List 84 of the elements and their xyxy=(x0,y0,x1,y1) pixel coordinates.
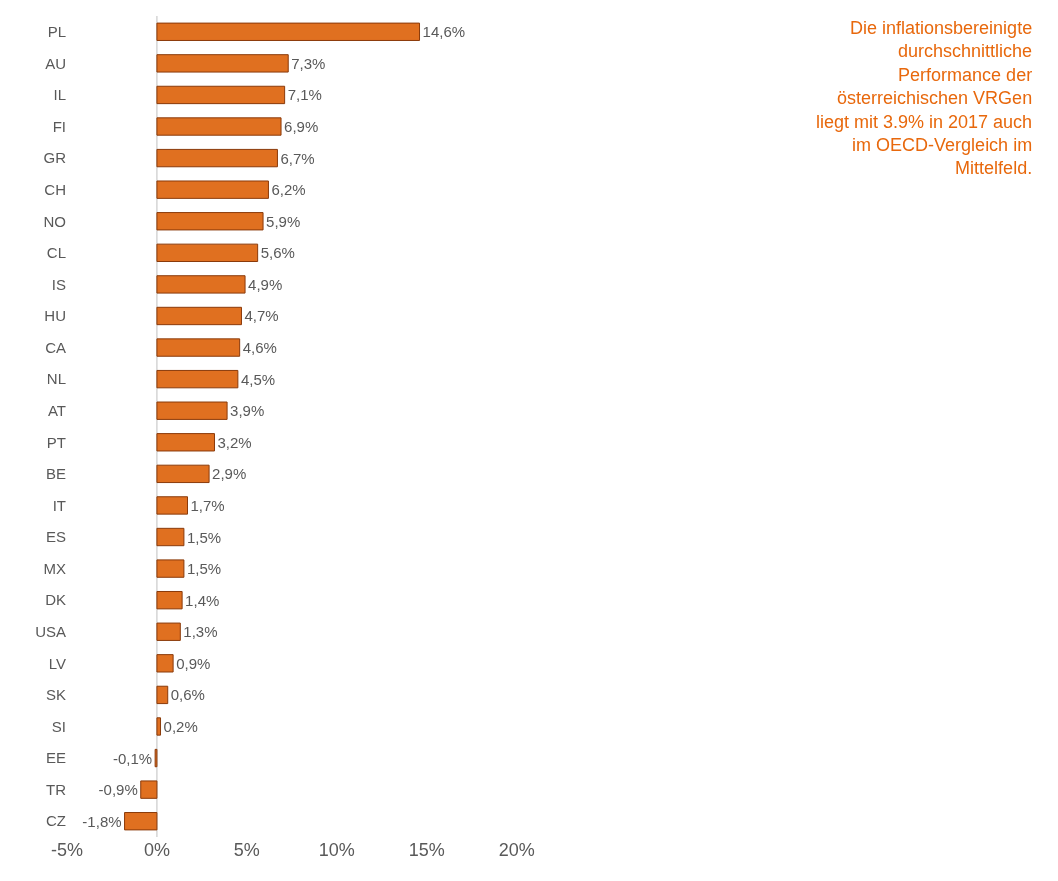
x-tick-label: 0% xyxy=(143,840,170,860)
y-tick-label: SK xyxy=(45,686,66,704)
bar xyxy=(156,433,215,452)
bar xyxy=(156,338,241,357)
bar xyxy=(124,812,158,831)
y-tick-label: CH xyxy=(44,180,66,198)
bar xyxy=(156,54,289,73)
data-label: 7,1% xyxy=(287,86,322,104)
data-label: 5,6% xyxy=(260,244,295,262)
data-label: 4,5% xyxy=(240,370,276,388)
data-label: -0,9% xyxy=(98,781,138,799)
bar xyxy=(156,180,269,199)
bar xyxy=(156,275,246,294)
bar xyxy=(156,590,183,610)
data-label: -1,8% xyxy=(82,812,122,830)
bar xyxy=(156,369,239,389)
y-tick-label: ES xyxy=(45,528,66,546)
bar xyxy=(156,148,278,168)
bar xyxy=(156,85,286,105)
data-label: 0,2% xyxy=(163,717,198,735)
y-tick-label: NL xyxy=(46,370,66,388)
y-tick-label: LV xyxy=(48,654,66,672)
data-label: 5,9% xyxy=(266,212,301,230)
data-label: -0,1% xyxy=(112,749,153,767)
y-tick-label: TR xyxy=(46,780,67,798)
y-tick-label: NO xyxy=(43,212,66,230)
bar xyxy=(156,685,169,705)
y-tick-label: CA xyxy=(45,338,66,356)
data-label: 6,9% xyxy=(284,118,319,136)
data-label: 1,3% xyxy=(183,623,218,641)
data-label: 7,3% xyxy=(291,54,326,72)
y-tick-label: SI xyxy=(51,717,66,735)
y-tick-label: GR xyxy=(43,149,67,167)
bar xyxy=(156,117,282,136)
x-tick-label: 15% xyxy=(408,840,445,860)
data-label: 1,4% xyxy=(185,591,220,609)
bar xyxy=(156,559,185,578)
bar xyxy=(156,306,242,326)
text: Die inflationsbereinigte durchschnittliche Performance der österreichischen VRGen liegt mit 3.9% in 2017 auch im OECD-Vergleich im Mittelfeld. xyxy=(816,18,1033,179)
data-label: 3,9% xyxy=(230,402,265,420)
data-label: 2,9% xyxy=(212,465,247,483)
y-tick-label: USA xyxy=(35,623,66,640)
data-label: 4,7% xyxy=(244,307,279,325)
x-tick-label: 10% xyxy=(318,840,355,860)
y-tick-label: PT xyxy=(46,433,66,451)
bar xyxy=(156,527,185,547)
bar xyxy=(156,212,264,231)
y-tick-label: DK xyxy=(45,591,66,609)
x-tick-label: 5% xyxy=(233,840,260,860)
data-label: 0,6% xyxy=(170,686,205,704)
bar xyxy=(156,243,259,263)
y-tick-label: MX xyxy=(43,559,66,577)
y-tick-label: BE xyxy=(45,465,66,483)
data-label: 0,9% xyxy=(176,654,211,672)
bar xyxy=(156,654,174,673)
data-label: 6,2% xyxy=(271,181,306,199)
bar xyxy=(156,622,181,641)
data-label: 1,7% xyxy=(190,496,225,514)
y-tick-label: CZ xyxy=(46,812,66,830)
y-tick-label: IT xyxy=(52,496,66,514)
data-label: 1,5% xyxy=(186,528,222,546)
data-label: 1,5% xyxy=(186,560,222,578)
data-label: 3,2% xyxy=(217,433,252,451)
data-label: 14,6% xyxy=(422,23,466,41)
data-label: 4,9% xyxy=(248,275,283,293)
y-tick-label: IS xyxy=(51,275,66,293)
bar xyxy=(156,401,228,420)
data-label: 6,7% xyxy=(280,149,315,167)
bar xyxy=(140,780,158,799)
y-tick-label: AU xyxy=(45,54,66,72)
y-tick-label: EE xyxy=(45,749,66,767)
bar xyxy=(156,22,421,41)
x-tick-label: -5% xyxy=(50,840,84,860)
y-tick-label: AT xyxy=(47,401,66,419)
y-tick-label: CL xyxy=(46,244,66,262)
bar xyxy=(156,464,210,484)
x-tick-label: 20% xyxy=(498,840,535,860)
data-label: 4,6% xyxy=(242,339,277,357)
bar xyxy=(156,717,162,736)
y-tick-label: PL xyxy=(47,23,66,41)
y-tick-label: IL xyxy=(53,86,66,104)
bar xyxy=(156,496,189,515)
y-tick-label: FI xyxy=(52,117,66,135)
y-tick-label: HU xyxy=(44,307,66,325)
